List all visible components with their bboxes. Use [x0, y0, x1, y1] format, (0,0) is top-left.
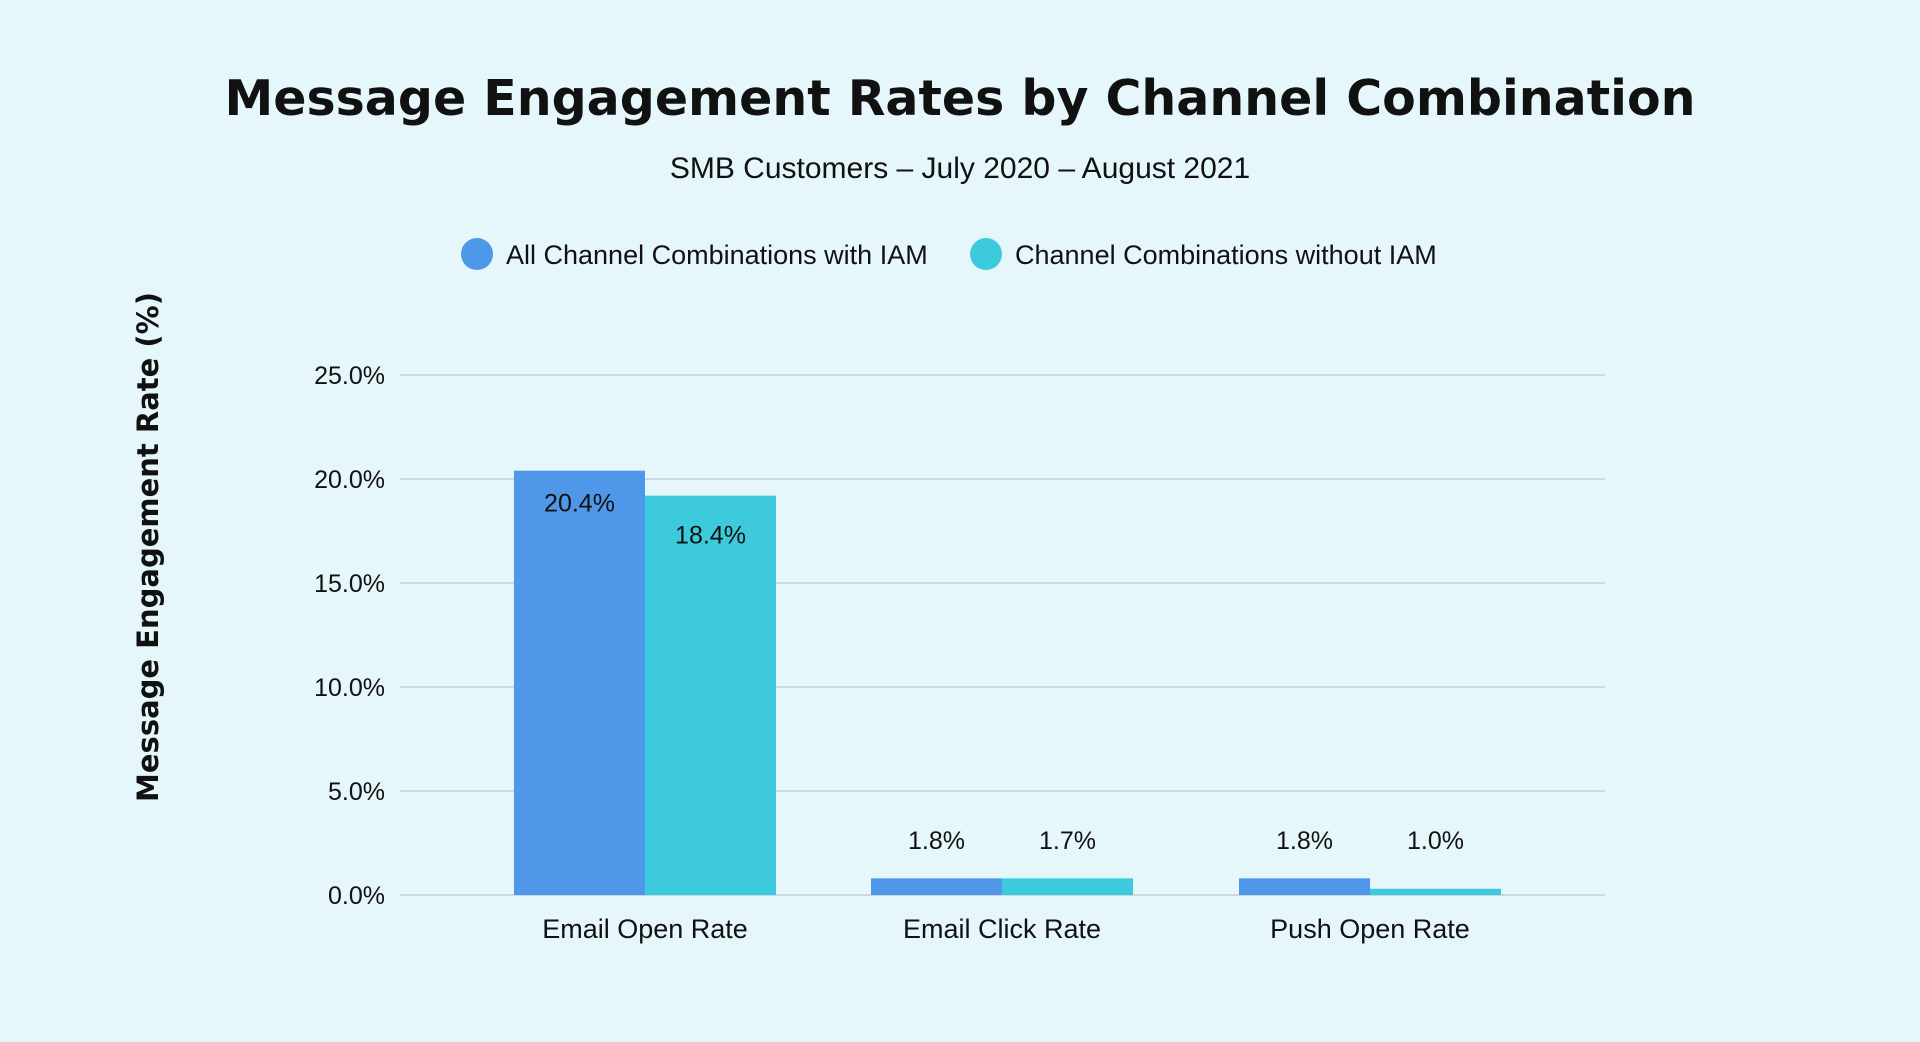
y-tick-label: 20.0%: [314, 466, 385, 494]
y-tick-label: 25.0%: [314, 362, 385, 390]
data-label: 1.8%: [908, 827, 965, 855]
bar-with-iam-0: [514, 470, 645, 895]
chart-title: Message Engagement Rates by Channel Comb…: [224, 70, 1695, 127]
y-tick-label: 15.0%: [314, 570, 385, 598]
bar-without-iam-2: [1370, 888, 1501, 895]
y-axis-ticks: 0.0% 5.0% 10.0% 15.0% 20.0% 25.0%: [314, 362, 385, 910]
bars: [514, 470, 1501, 895]
data-label: 20.4%: [544, 490, 615, 518]
legend-label: All Channel Combinations with IAM: [506, 240, 928, 270]
data-labels: 20.4% 18.4% 1.8% 1.7% 1.8% 1.0%: [544, 490, 1464, 855]
bar-without-iam-0: [645, 495, 776, 895]
bar-with-iam-1: [871, 878, 1002, 895]
y-tick-label: 0.0%: [328, 882, 385, 910]
data-label: 1.7%: [1039, 827, 1096, 855]
bar-with-iam-2: [1239, 878, 1370, 895]
chart-subtitle: SMB Customers – July 2020 – August 2021: [670, 152, 1250, 185]
bar-without-iam-1: [1002, 878, 1133, 895]
category-label: Email Open Rate: [542, 914, 748, 944]
y-axis-label: Message Engagement Rate (%): [131, 292, 165, 802]
y-tick-label: 10.0%: [314, 674, 385, 702]
category-label: Email Click Rate: [903, 914, 1101, 944]
legend-label: Channel Combinations without IAM: [1015, 240, 1437, 270]
data-label: 1.8%: [1276, 827, 1333, 855]
data-label: 1.0%: [1407, 827, 1464, 855]
data-label: 18.4%: [675, 522, 746, 550]
legend: All Channel Combinations with IAM Channel…: [461, 238, 1437, 270]
legend-swatch: [461, 238, 493, 270]
legend-swatch: [970, 238, 1002, 270]
category-labels: Email Open Rate Email Click Rate Push Open…: [542, 914, 1470, 944]
y-tick-label: 5.0%: [328, 778, 385, 806]
category-label: Push Open Rate: [1270, 914, 1470, 944]
